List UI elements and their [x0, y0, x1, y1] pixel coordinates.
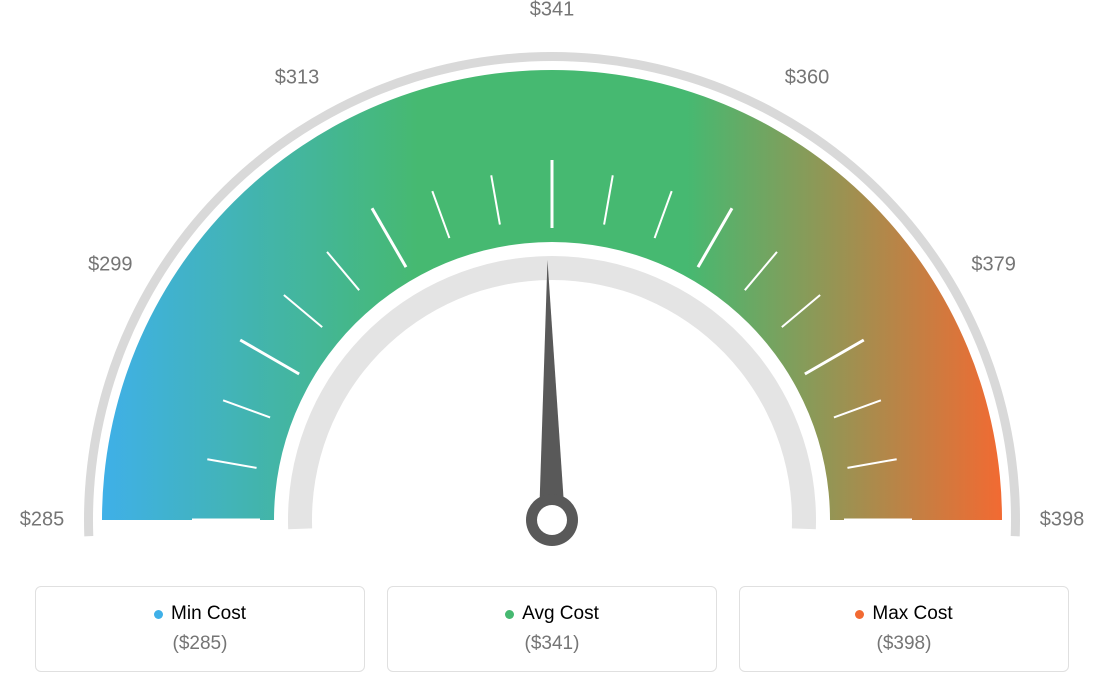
tick-label: $285 — [20, 509, 65, 532]
tick-label: $398 — [1040, 509, 1085, 532]
cost-gauge-container: $285 $299 $313 $341 $360 $379 $398 Min Cost ($… — [0, 0, 1104, 690]
gauge-svg — [0, 0, 1104, 580]
legend-title-avg: Avg Cost — [505, 603, 599, 625]
dot-icon — [154, 610, 163, 619]
legend-title-text: Avg Cost — [522, 603, 599, 625]
gauge-area: $285 $299 $313 $341 $360 $379 $398 — [0, 0, 1104, 580]
tick-label: $360 — [785, 67, 830, 90]
legend-value-max: ($398) — [740, 633, 1068, 655]
legend-card-avg: Avg Cost ($341) — [387, 586, 717, 672]
tick-label: $299 — [88, 254, 133, 277]
dot-icon — [855, 610, 864, 619]
legend-value-min: ($285) — [36, 633, 364, 655]
tick-label: $341 — [530, 0, 575, 22]
needle-hub-hole — [537, 505, 567, 535]
legend-row: Min Cost ($285) Avg Cost ($341) Max Cost… — [0, 586, 1104, 672]
legend-value-avg: ($341) — [388, 633, 716, 655]
tick-label: $379 — [971, 254, 1016, 277]
needle — [539, 260, 565, 520]
legend-card-max: Max Cost ($398) — [739, 586, 1069, 672]
legend-title-min: Min Cost — [154, 603, 246, 625]
tick-label: $313 — [275, 67, 320, 90]
legend-card-min: Min Cost ($285) — [35, 586, 365, 672]
legend-title-text: Max Cost — [872, 603, 952, 625]
dot-icon — [505, 610, 514, 619]
legend-title-max: Max Cost — [855, 603, 952, 625]
legend-title-text: Min Cost — [171, 603, 246, 625]
